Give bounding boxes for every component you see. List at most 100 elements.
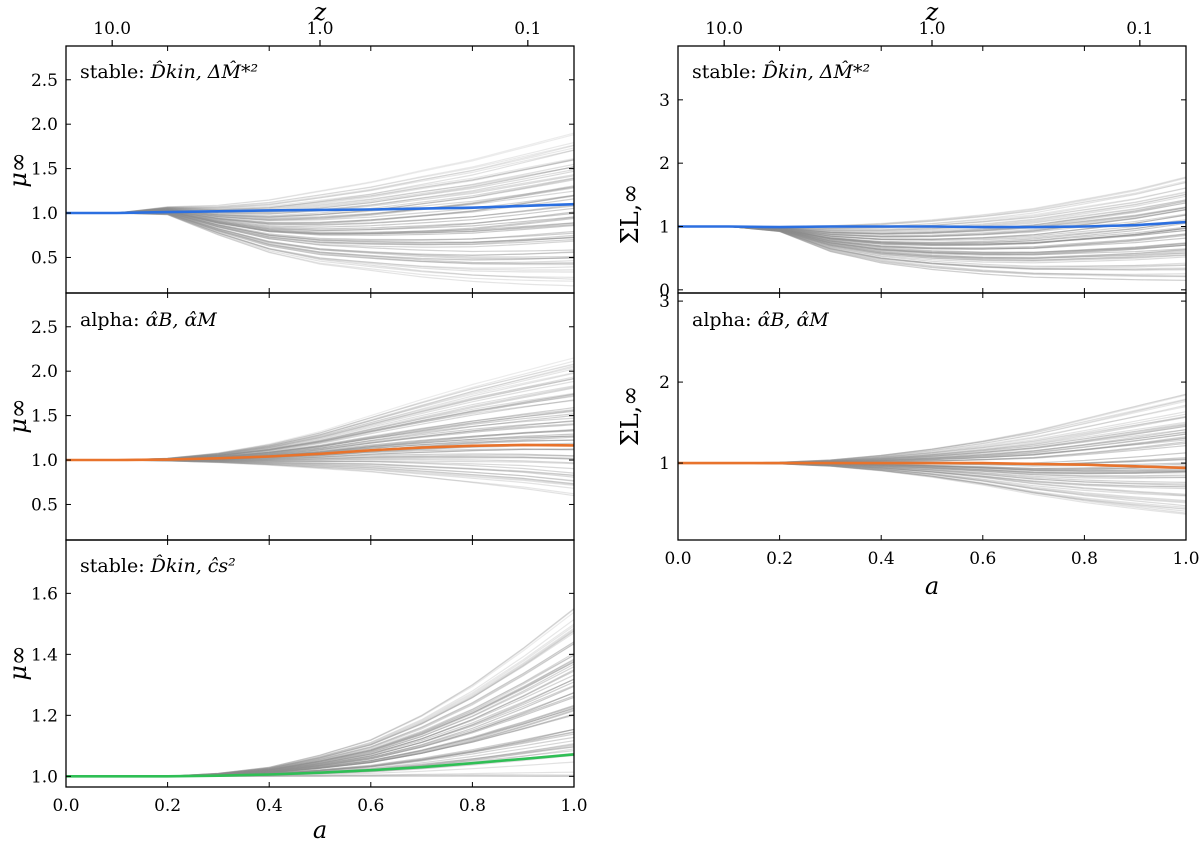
sample-curve [678,225,1186,267]
z-tick-label: 0.1 [1126,19,1153,39]
sample-curves [678,393,1186,515]
sample-curve [678,225,1186,255]
sample-curve [66,186,574,218]
sample-curve [66,185,574,221]
z-tick-label: 0.1 [514,19,541,39]
panel-right-top: 0 1 2 3 10.0 1.0 0.1 stable: D̂kin, ΔM̂*² ΣL,∞… [616,0,1187,301]
sample-curve [678,225,1186,278]
sample-curve [66,608,574,777]
z-tick-label: 1.0 [918,19,945,39]
sample-curve [678,225,1186,250]
sample-curve [678,225,1186,246]
sample-curve [678,225,1186,254]
panel-right-bottom-xlabel: a [925,572,939,600]
y-tick-label: 3 [659,292,670,312]
y-tick-label: 1.5 [31,160,58,180]
sample-curve [678,225,1186,262]
sample-curve [66,212,574,271]
sample-curve [66,177,574,217]
sample-curve [66,159,574,214]
panel-left-middle-label: alpha: α̂B, α̂M [80,309,217,331]
y-tick-label: 2 [659,154,670,174]
panel-right-bottom: 1 2 3 0.0 0.2 0.4 0.6 0.8 1.0 alpha: α̂B, α̂M ΣL… [616,292,1200,600]
y-tick-label: 0.5 [31,248,58,268]
sample-curve [66,134,574,214]
sample-curve [678,225,1186,270]
sample-curve [678,225,1186,250]
sample-curve [66,212,574,278]
x-tick-label: 0.8 [1071,549,1098,569]
sample-curve [678,225,1186,275]
left-top-z-label: z [313,0,327,26]
sample-curve [678,225,1186,247]
panel-right-top-label: stable: D̂kin, ΔM̂*² [692,61,870,83]
x-tick-label: 1.0 [560,796,587,816]
y-tick-label: 2.0 [31,362,58,382]
sample-curve [678,225,1186,260]
sample-curve [66,158,574,214]
sample-curve [678,225,1186,270]
y-tick-label: 2.0 [31,115,58,135]
sample-curve [66,178,574,218]
y-tick-label: 1.0 [31,451,58,471]
sample-curve [678,225,1186,259]
panel-left-bottom-ylabel: μ∞ [4,645,32,681]
sample-curve [66,149,574,214]
sample-curves [66,357,574,497]
panel-right-top-ylabel: ΣL,∞ [616,184,644,245]
sample-curve [66,212,574,280]
sample-curve [66,187,574,220]
sample-curve [678,225,1186,253]
sample-curve [678,225,1186,276]
sample-curve [66,132,574,214]
sample-curve [66,142,574,214]
sample-curve [678,225,1186,281]
series-line-median [66,202,574,215]
panel-left-bottom-label: stable: D̂kin, ĉs² [80,555,236,577]
x-tick-label: 0.6 [969,549,996,569]
sample-curve [66,186,574,221]
sample-curve [66,212,574,282]
y-tick-label: 1 [659,218,670,238]
series-line-median [66,753,574,778]
y-tick-label: 0 [659,281,670,301]
sample-curve [678,225,1186,250]
sample-curve [66,147,574,214]
x-tick-label: 1.0 [1172,549,1199,569]
sample-curve [66,608,574,777]
sample-curve [66,212,574,269]
sample-curve [66,158,574,214]
sample-curve [66,608,574,777]
sample-curve [66,159,574,214]
panel-left-middle-ylabel: μ∞ [4,398,32,434]
sample-curve [66,149,574,214]
panel-left-top-ylabel: μ∞ [4,152,32,188]
panel-right-bottom-label: alpha: α̂B, α̂M [692,309,829,331]
sample-curve [678,225,1186,268]
panel-left-top: 0.5 1.0 1.5 2.0 2.5 10.0 1.0 0.1 stable: D̂kin,… [4,0,575,294]
sample-curve [66,163,574,214]
sample-curve [678,225,1186,259]
y-tick-label: 1.2 [31,706,58,726]
x-tick-label: 0.4 [256,796,283,816]
sample-curve [678,225,1186,271]
sample-curves [66,608,574,777]
sample-curve [66,144,574,214]
y-tick-label: 1.5 [31,407,58,427]
z-tick-label: 1.0 [306,19,333,39]
sample-curve [66,190,574,219]
panel-left-middle: 0.5 1.0 1.5 2.0 2.5 alpha: α̂B, α̂M μ∞ [4,292,575,541]
x-tick-label: 0.2 [154,796,181,816]
sample-curve [678,225,1186,255]
sample-curve [678,225,1186,259]
right-top-z-label: z [925,0,939,26]
sample-curve [66,627,574,777]
sample-curve [66,628,574,777]
x-tick-label: 0.8 [459,796,486,816]
sample-curve [66,169,574,214]
y-tick-label: 2.5 [31,71,58,91]
sample-curve [678,225,1186,254]
x-tick-label: 0.6 [357,796,384,816]
sample-curve [678,225,1186,249]
